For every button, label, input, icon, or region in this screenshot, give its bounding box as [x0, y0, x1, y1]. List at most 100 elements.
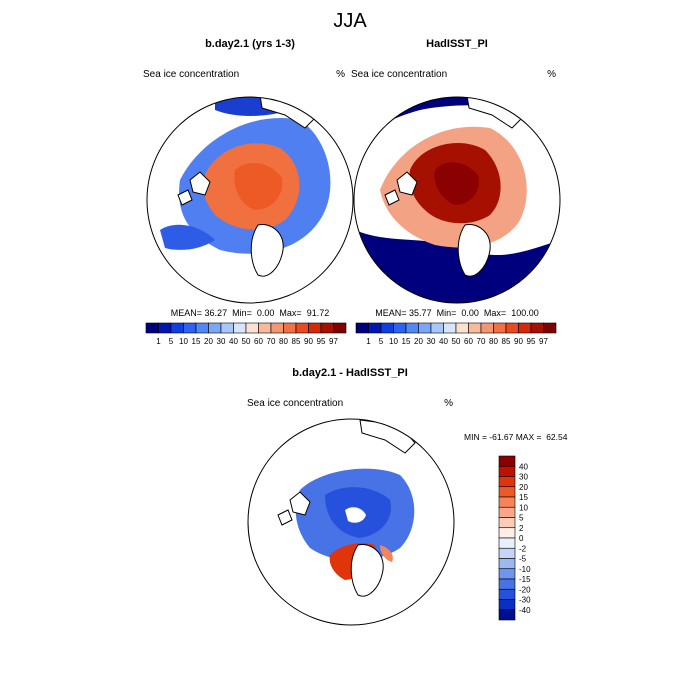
diff-colorbar-swatch: [498, 476, 516, 488]
obs-colorbar-tick-label: 15: [402, 337, 411, 346]
obs-colorbar-swatch: [393, 322, 407, 334]
obs-max-label: Max=: [484, 308, 506, 318]
model-max-value: 91.72: [307, 308, 330, 318]
model-colorbar-swatch: [183, 322, 197, 334]
obs-colorbar-swatch: [505, 322, 519, 334]
model-colorbar-swatch: [145, 322, 159, 334]
model-colorbar-swatch: [195, 322, 209, 334]
model-colorbar-tick-label: 20: [204, 337, 213, 346]
diff-colorbar-tick-label: -20: [519, 585, 531, 594]
model-max-label: Max=: [279, 308, 301, 318]
model-colorbar-swatch: [295, 322, 309, 334]
obs-colorbar-swatch: [455, 322, 469, 334]
obs-colorbar-swatch: [443, 322, 457, 334]
obs-colorbar-tick-label: 50: [452, 337, 461, 346]
diff-colorbar-tick-label: -10: [519, 565, 531, 574]
panel-diff-title: b.day2.1 - HadISST_PI: [292, 367, 408, 379]
panel-model: b.day2.1 (yrs 1-3) Sea ice concentration…: [143, 38, 354, 346]
obs-colorbar-tick-label: 90: [514, 337, 523, 346]
obs-colorbar-tick-label: 20: [414, 337, 423, 346]
model-ice-edge-left: [160, 224, 215, 250]
obs-colorbar-swatch: [530, 322, 544, 334]
panel-diff: b.day2.1 - HadISST_PI Sea ice concentrat…: [247, 367, 568, 626]
model-colorbar-tick-label: 97: [329, 337, 338, 346]
model-colorbar-tick-label: 1: [156, 337, 161, 346]
diff-colorbar-tick-label: 2: [519, 524, 524, 533]
diff-colorbar-swatch: [498, 527, 516, 539]
diff-colorbar-tick-label: 0: [519, 534, 524, 543]
obs-colorbar-swatch: [543, 322, 557, 334]
panel-obs-colorbar: 1 5 10 15 20 30 40 50 60 70 80 85 90 95 97: [355, 322, 557, 346]
diff-colorbar-tick-label: -5: [519, 555, 527, 564]
obs-colorbar-swatch: [355, 322, 369, 334]
model-colorbar-swatch: [208, 322, 222, 334]
obs-colorbar-tick-label: 97: [539, 337, 548, 346]
panel-model-right-label: %: [336, 69, 345, 80]
panel-obs-left-label: Sea ice concentration: [351, 69, 447, 80]
obs-colorbar-tick-label: 95: [527, 337, 536, 346]
model-colorbar-swatch: [158, 322, 172, 334]
diff-colorbar-swatch: [498, 506, 516, 518]
diff-colorbar-swatch: [498, 486, 516, 498]
model-colorbar-swatch: [283, 322, 297, 334]
obs-colorbar-swatch: [468, 322, 482, 334]
obs-land-greenland: [457, 223, 491, 277]
diff-colorbar-swatch: [498, 517, 516, 529]
model-colorbar-swatch: [220, 322, 234, 334]
obs-colorbar-tick-label: 30: [427, 337, 436, 346]
obs-ice-core-inner: [434, 162, 479, 205]
model-colorbar-swatch: [333, 322, 347, 334]
obs-colorbar-swatch: [380, 322, 394, 334]
model-colorbar-tick-label: 90: [304, 337, 313, 346]
diff-colorbar-tick-label: -30: [519, 596, 531, 605]
figure-title: JJA: [333, 10, 367, 32]
model-colorbar-tick-label: 60: [254, 337, 263, 346]
model-colorbar-tick-label: 95: [317, 337, 326, 346]
obs-max-value: 100.00: [511, 308, 539, 318]
model-colorbar-tick-label: 50: [242, 337, 251, 346]
model-ice-core-mid: [234, 163, 283, 210]
diff-colorbar-tick-label: 15: [519, 493, 528, 502]
model-land-greenland: [250, 223, 284, 277]
obs-colorbar-swatch: [518, 322, 532, 334]
obs-colorbar-tick-label: 60: [464, 337, 473, 346]
diff-colorbar-swatch: [498, 465, 516, 477]
obs-colorbar-tick-label: 85: [502, 337, 511, 346]
obs-colorbar-swatch: [368, 322, 382, 334]
diff-colorbar-tick-label: -2: [519, 544, 527, 553]
diff-colorbar-tick-label: 40: [519, 462, 528, 471]
model-colorbar-swatch: [320, 322, 334, 334]
obs-mean-label: MEAN=: [375, 308, 406, 318]
panel-diff-map-border: [247, 418, 455, 626]
diff-colorbar-swatch: [498, 578, 516, 590]
diff-colorbar-swatch: [498, 455, 516, 467]
panel-diff-right-label: %: [444, 398, 453, 409]
panel-diff-stats: MIN = -61.67 MAX = 62.54: [464, 432, 568, 442]
model-colorbar-swatch: [308, 322, 322, 334]
obs-colorbar-tick-label: 80: [489, 337, 498, 346]
model-colorbar-tick-label: 15: [192, 337, 201, 346]
obs-land-archipelago: [384, 171, 418, 206]
model-colorbar-swatch: [258, 322, 272, 334]
panel-obs-map: [354, 97, 560, 303]
obs-colorbar-swatch: [405, 322, 419, 334]
diff-colorbar-tick-label: 5: [519, 514, 524, 523]
panel-diff-map: [248, 419, 454, 625]
panel-model-left-label: Sea ice concentration: [143, 69, 239, 80]
panel-model-title: b.day2.1 (yrs 1-3): [205, 38, 295, 50]
obs-colorbar-swatch: [493, 322, 507, 334]
obs-colorbar-swatch: [480, 322, 494, 334]
panel-model-map-border: [146, 96, 354, 304]
model-mean-value: 36.27: [205, 308, 228, 318]
diff-colorbar-swatch: [498, 558, 516, 570]
diff-colorbar-tick-label: 10: [519, 503, 528, 512]
diff-land-archipelago: [277, 491, 311, 526]
panel-obs-stats: MEAN= 35.77 Min= 0.00 Max= 100.00: [375, 308, 538, 318]
model-colorbar-tick-label: 5: [169, 337, 174, 346]
panel-diff-left-label: Sea ice concentration: [247, 398, 343, 409]
model-colorbar-tick-label: 10: [179, 337, 188, 346]
obs-colorbar-swatch: [418, 322, 432, 334]
panel-model-stats: MEAN= 36.27 Min= 0.00 Max= 91.72: [171, 308, 329, 318]
